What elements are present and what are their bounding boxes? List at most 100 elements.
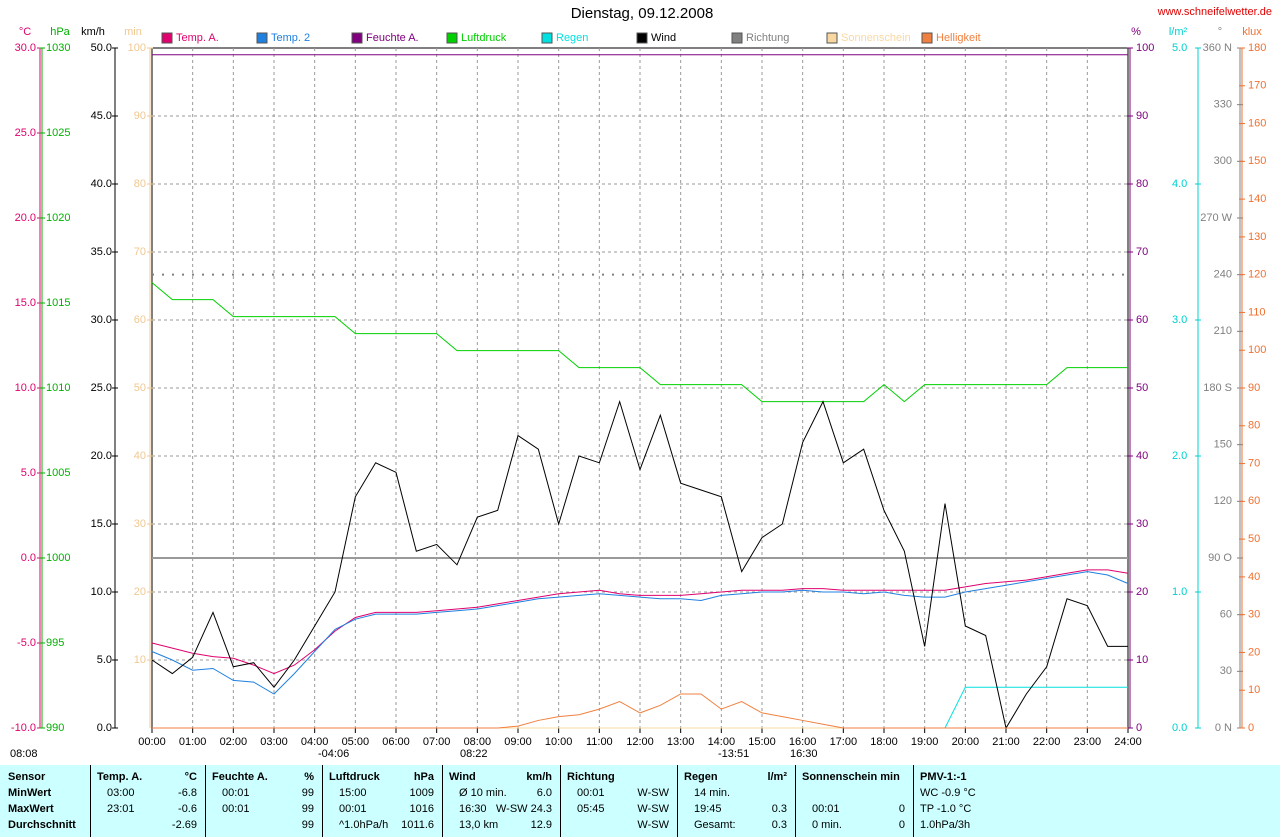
x-tick-label: 15:00 [748, 736, 776, 748]
legend-label: Feuchte A. [366, 32, 419, 44]
y-tick-label: 180 S [1203, 382, 1232, 394]
y-tick-label: 60 [134, 314, 146, 326]
annotation: 16:30 [790, 748, 818, 760]
table-cell: W-SW [637, 819, 669, 831]
series-line [151, 282, 1128, 403]
table-cell: 0 [898, 803, 905, 815]
y-tick-label: 10.0 [91, 586, 112, 598]
table-cell: 1011.6 [401, 819, 434, 831]
legend-label: Luftdruck [461, 32, 507, 44]
legend-swatch [256, 32, 268, 44]
table-cell: W-SW [637, 787, 669, 799]
table-cell: 13,0 km [459, 819, 499, 831]
y-tick-label: 5.0 [97, 654, 112, 666]
table-cell: 15:00 [339, 787, 367, 799]
y-tick-label: 330 [1214, 99, 1232, 111]
y-tick-label: 70 [1248, 457, 1260, 469]
y-tick-label: 80 [1248, 420, 1260, 432]
y-tick-label: 15.0 [91, 518, 112, 530]
y-tick-label: 90 [1248, 382, 1260, 394]
table-cell: ^1.0hPa/h [339, 819, 389, 831]
table-cell: 00:01 [339, 803, 367, 815]
table-section: Regen l/m² 14 min. 19:45 0.3 Gesamt: 0.3 [677, 765, 795, 837]
y-tick-label: 130 [1248, 231, 1266, 243]
y-tick-label: 10 [134, 654, 146, 666]
y-tick-label: 1015 [46, 297, 70, 309]
y-tick-label: 90 [134, 110, 146, 122]
x-tick-label: 16:00 [789, 736, 817, 748]
y-tick-label: 150 [1248, 155, 1266, 167]
y-tick-label: 100 [128, 42, 146, 54]
table-cell: 1.0hPa/3h [920, 819, 971, 831]
x-tick-label: 22:00 [1033, 736, 1061, 748]
x-tick-label: 17:00 [830, 736, 858, 748]
legend-label: Richtung [746, 32, 789, 44]
x-tick-label: 12:00 [626, 736, 654, 748]
y-tick-label: 20 [134, 586, 146, 598]
table-cell: 0.3 [771, 803, 787, 815]
y-tick-label: 50 [1136, 382, 1148, 394]
chart: Dienstag, 09.12.2008 www.schneifelwetter… [10, 5, 1272, 760]
table-section: Luftdruck hPa 15:00 1009 00:01 1016 ^1.0hPa/h 1… [322, 765, 442, 837]
table-cell: 19:45 [694, 803, 722, 815]
x-tick-label: 01:00 [179, 736, 207, 748]
axis-unit: min [124, 26, 142, 38]
axis-unit: ° [1218, 26, 1222, 38]
y-tick-label: 40 [1248, 571, 1260, 583]
y-tick-label: 140 [1248, 193, 1266, 205]
series-line [151, 399, 1128, 730]
annotation: 08:22 [460, 748, 488, 760]
y-tick-label: 5.0 [21, 467, 36, 479]
table-section: PMV-1:-1 WC -0.9 °C TP -1.0 °C 1.0hPa/3h [913, 765, 1280, 837]
y-tick-label: 80 [134, 178, 146, 190]
table-cell: 00:01 [222, 803, 250, 815]
y-tick-label: 0.0 [1172, 722, 1187, 734]
table-cell: 99 [301, 803, 314, 815]
table-cell: WC -0.9 °C [920, 787, 976, 799]
y-tick-label: 25.0 [15, 127, 36, 139]
table-cell: Regen [684, 771, 718, 783]
table-cell: -6.8 [178, 787, 197, 799]
table-cell: Temp. A. [97, 771, 143, 783]
y-tick-label: 170 [1248, 80, 1266, 92]
series-line [151, 571, 1129, 695]
x-tick-label: 11:00 [586, 736, 613, 748]
legend-swatch [446, 32, 458, 44]
y-tick-label: 20 [1248, 646, 1260, 658]
y-tick-label: 30 [1248, 609, 1260, 621]
table-cell: 6.0 [536, 787, 552, 799]
y-tick-label: 1020 [46, 212, 70, 224]
table-cell: 16:30 [459, 803, 487, 815]
table-cell: -2.69 [171, 819, 197, 831]
stats-table: Sensor MinWert MaxWert Durchschnitt Temp. A.… [0, 765, 1280, 837]
table-cell: TP -1.0 °C [920, 803, 972, 815]
y-tick-label: 70 [1136, 246, 1148, 258]
y-tick-label: 20.0 [91, 450, 112, 462]
table-cell: 00:01 [812, 803, 840, 815]
y-tick-label: 210 [1214, 325, 1232, 337]
y-tick-label: 80 [1136, 178, 1148, 190]
y-tick-label: 70 [134, 246, 146, 258]
y-tick-label: 10 [1248, 684, 1260, 696]
x-tick-label: 23:00 [1074, 736, 1102, 748]
y-tick-label: 1000 [46, 552, 70, 564]
y-tick-label: 60 [1220, 609, 1232, 621]
y-tick-label: 4.0 [1172, 178, 1187, 190]
x-tick-label: 18:00 [870, 736, 898, 748]
table-cell: Wind [449, 771, 476, 783]
legend-swatch [161, 32, 173, 44]
table-cell: Durchschnitt [8, 819, 76, 831]
annotation: -04:06 [318, 748, 349, 760]
y-tick-label: 180 [1248, 42, 1266, 54]
table-cell: l/m² [767, 771, 787, 783]
x-tick-label: 10:00 [545, 736, 573, 748]
table-cell: 99 [301, 787, 314, 799]
legend-label: Temp. A. [176, 32, 219, 44]
table-cell: Luftdruck [329, 771, 380, 783]
x-tick-label: 21:00 [992, 736, 1020, 748]
y-tick-label: 40 [1136, 450, 1148, 462]
y-tick-label: 10 [1136, 654, 1148, 666]
y-tick-label: 300 [1214, 155, 1232, 167]
y-tick-label: 60 [1248, 495, 1260, 507]
